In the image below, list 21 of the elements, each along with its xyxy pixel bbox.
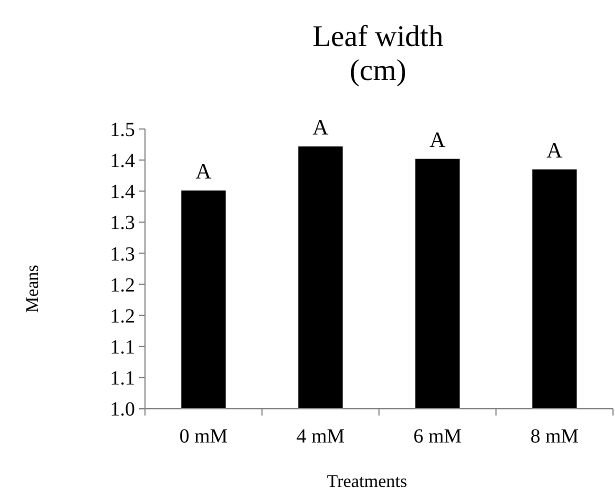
y-tick-label: 1.3 [110,243,135,266]
chart-title: Leaf width (cm) [312,20,444,87]
x-tick-label: 0 mM [179,426,228,448]
y-tick-label: 1.4 [110,150,135,172]
y-tick-label: 1.2 [110,305,135,328]
y-axis-title: Means [22,264,42,313]
annotation: A [430,126,446,152]
x-tick-label: 4 mM [296,426,345,448]
x-axis-title: Treatments [326,471,408,491]
annotation: A [546,137,563,162]
annotation: A [196,158,212,184]
x-tick-label: 8 mM [530,426,579,448]
y-tick-label: 1.3 [110,212,135,234]
y-tick-label: 1.1 [110,368,135,390]
y-tick-label: 1.2 [110,274,135,296]
y-tick-label: 1.1 [110,336,135,358]
y-tick-label: 1.0 [110,398,135,421]
x-tick-label: 6 mM [413,426,462,448]
y-tick-label: 1.4 [110,181,135,204]
annotation: A [312,114,329,140]
y-tick-label: 1.5 [110,119,135,141]
